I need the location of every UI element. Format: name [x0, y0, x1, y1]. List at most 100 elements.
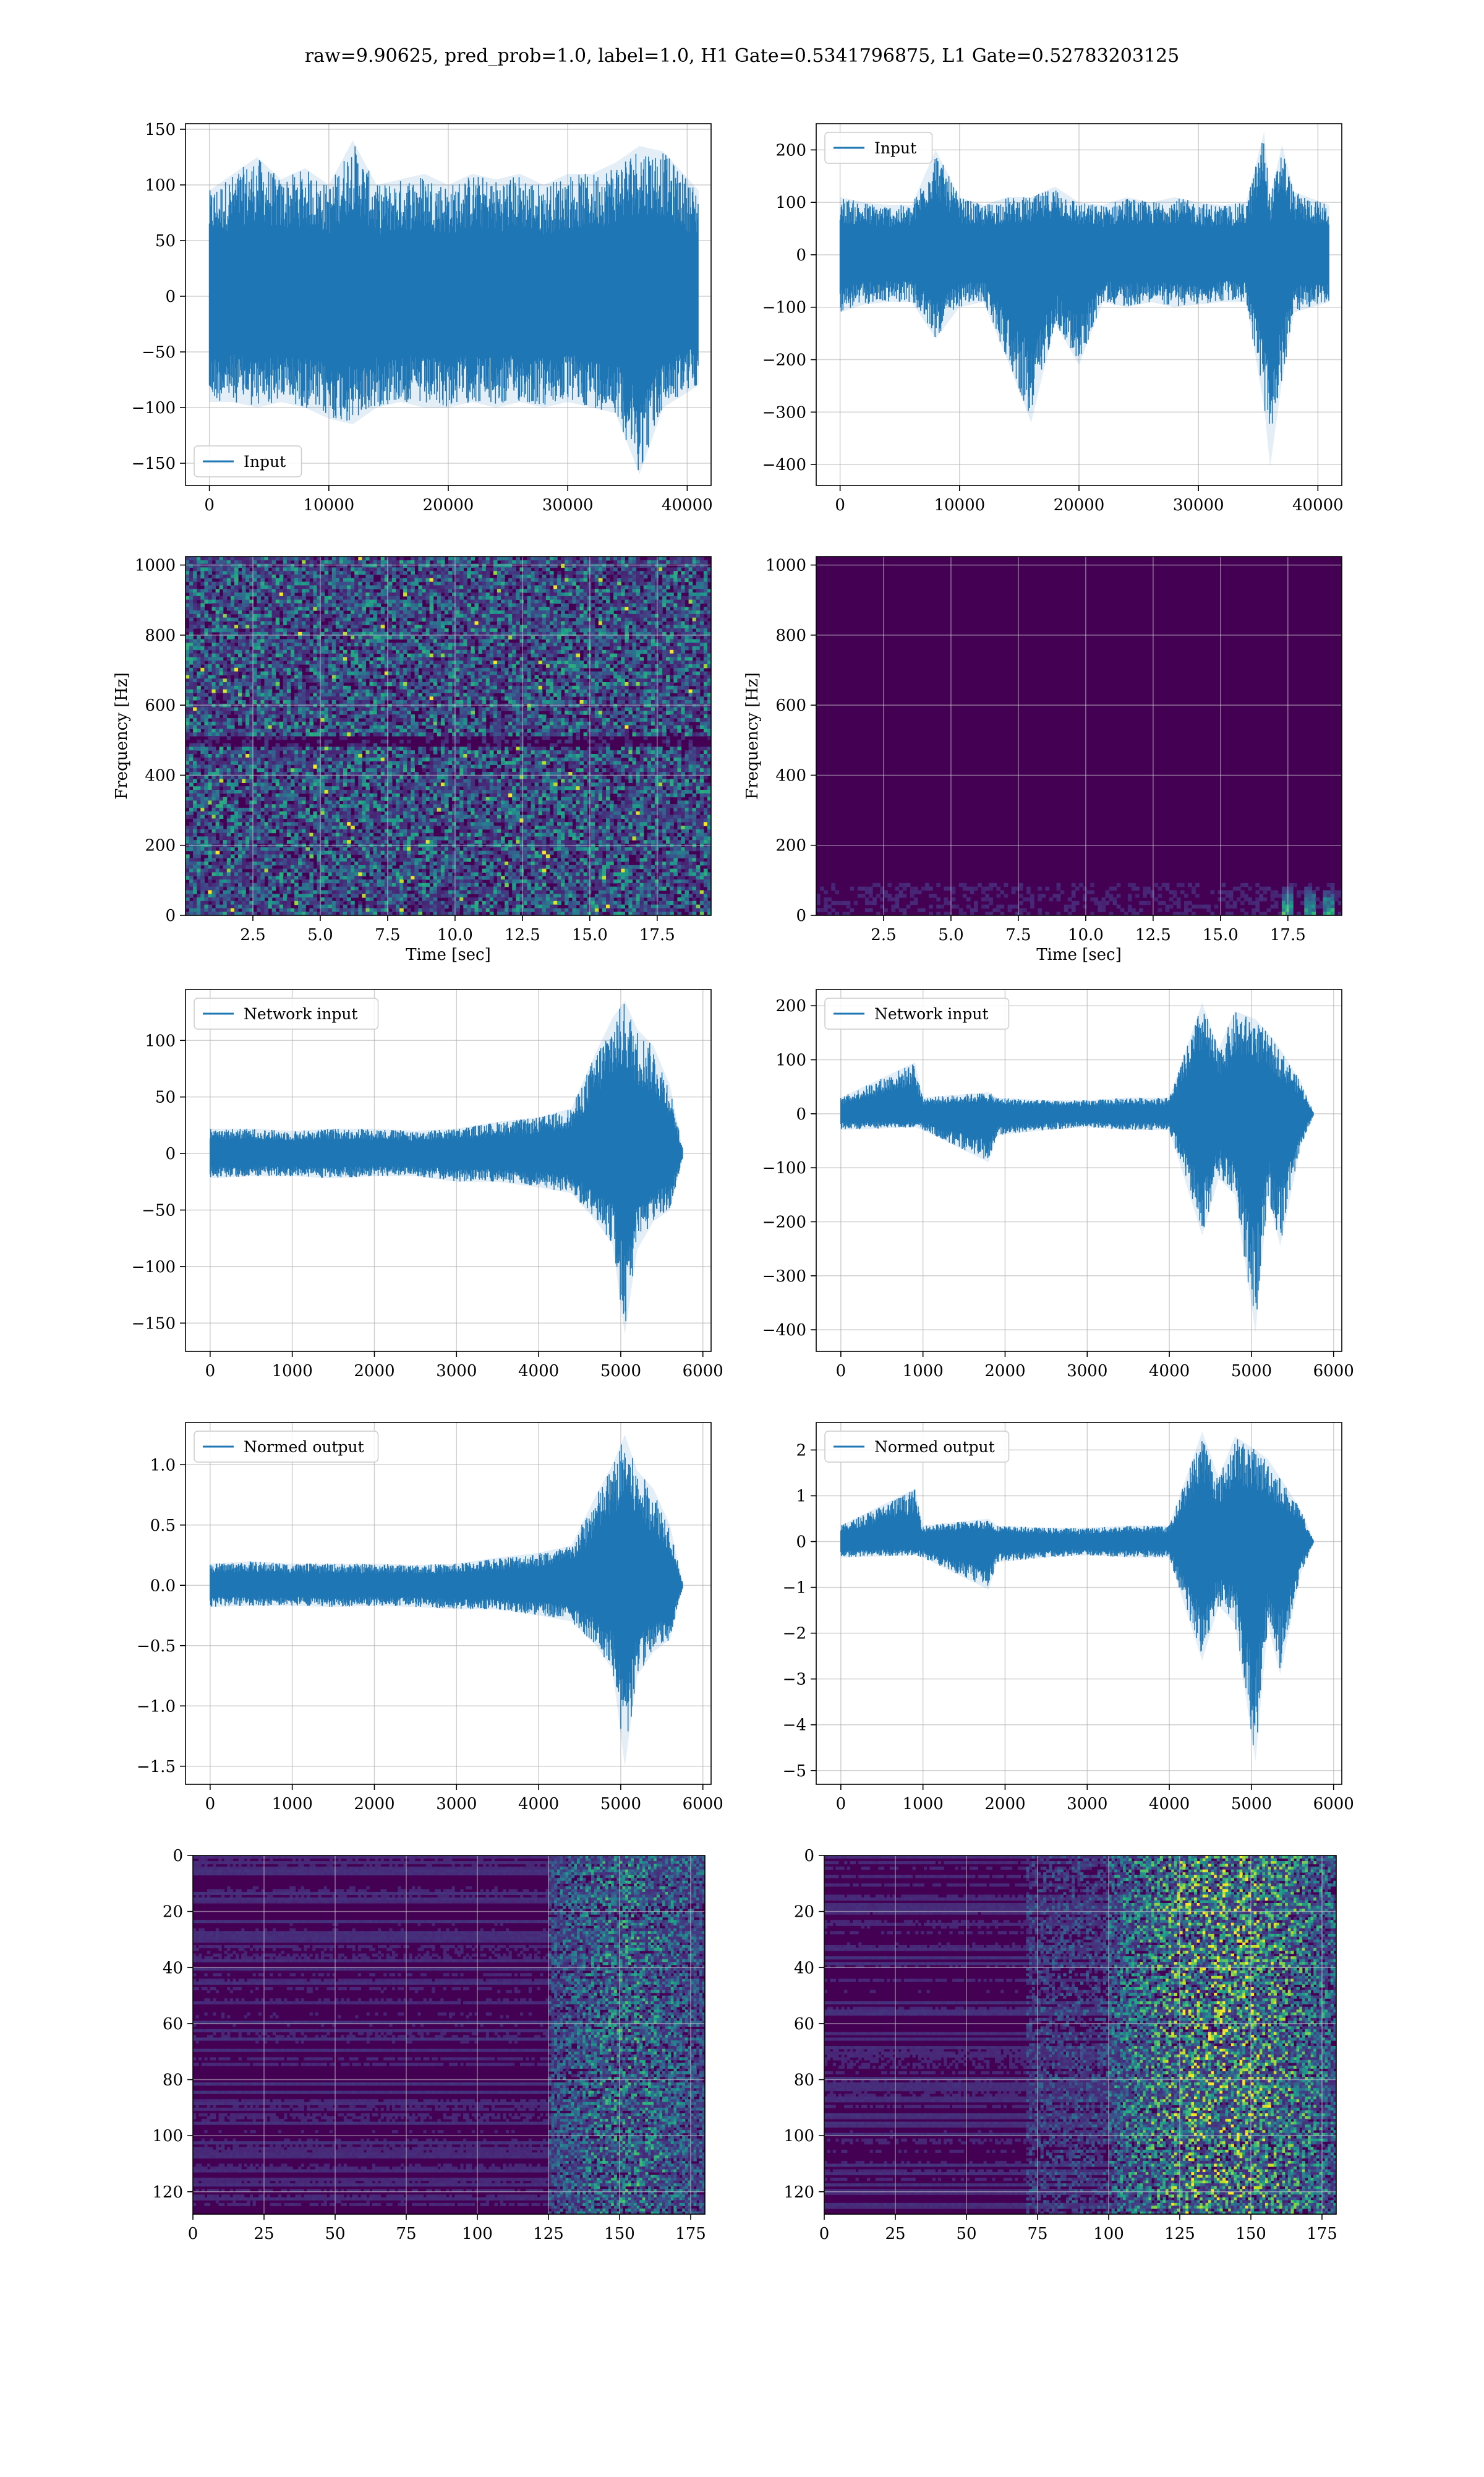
y-tick-label: 100: [145, 176, 176, 195]
h1-spectrogram-image: [186, 557, 712, 916]
y-tick-label: 0: [173, 1847, 183, 1865]
y-tick-label: 0: [165, 288, 176, 306]
x-tick-label: 1000: [903, 1795, 944, 1813]
y-tick-label: 2: [796, 1441, 806, 1460]
y-tick-label: 100: [783, 2127, 814, 2145]
y-tick-label: 40: [163, 1959, 183, 1977]
h1-network-input-legend: Network input: [194, 998, 378, 1029]
x-tick-label: 50: [956, 2225, 976, 2243]
x-tick-label: 125: [533, 2225, 564, 2243]
y-tick-label: −300: [762, 1267, 806, 1286]
l1-input-legend: Input: [825, 132, 932, 163]
l1-feature-map-image: [824, 1855, 1337, 2215]
y-tick-label: 100: [145, 1032, 176, 1050]
x-tick-label: 3000: [436, 1362, 477, 1380]
h1-spectrogram-xlabel: Time [sec]: [406, 946, 491, 964]
y-tick-label: −100: [762, 299, 806, 317]
y-tick-label: −400: [762, 456, 806, 474]
x-tick-label: 25: [885, 2225, 905, 2243]
l1-normed-output-legend: Normed output: [825, 1431, 1009, 1462]
y-tick-label: −150: [132, 1314, 176, 1333]
x-tick-label: 0: [205, 1362, 216, 1380]
x-tick-label: 17.5: [1270, 926, 1306, 944]
l1-network-input-legend: Network input: [825, 998, 1009, 1029]
y-tick-label: −1: [783, 1579, 806, 1598]
y-tick-label: 100: [152, 2127, 183, 2145]
x-tick-label: 2000: [984, 1362, 1025, 1380]
y-tick-label: 200: [775, 997, 806, 1016]
x-tick-label: 1000: [903, 1362, 944, 1380]
y-tick-label: 60: [794, 2015, 814, 2034]
y-tick-label: −400: [762, 1321, 806, 1340]
y-tick-label: 200: [145, 837, 176, 855]
y-tick-label: −0.5: [137, 1637, 176, 1656]
y-tick-label: −1.0: [137, 1697, 176, 1716]
y-tick-label: −300: [762, 403, 806, 422]
x-tick-label: 75: [396, 2225, 416, 2243]
x-tick-label: 3000: [436, 1795, 477, 1813]
y-tick-label: 0: [796, 1533, 806, 1552]
x-tick-label: 100: [1093, 2225, 1124, 2243]
x-tick-label: 17.5: [639, 926, 675, 944]
x-tick-label: 5000: [600, 1795, 641, 1813]
y-tick-label: 1: [796, 1487, 806, 1505]
x-tick-label: 12.5: [1135, 926, 1171, 944]
x-tick-label: 25: [254, 2225, 274, 2243]
x-tick-label: 2000: [354, 1362, 394, 1380]
x-tick-label: 0: [836, 1362, 846, 1380]
x-tick-label: 0: [205, 1795, 216, 1813]
x-tick-label: 6000: [1313, 1362, 1354, 1380]
y-tick-label: −100: [132, 399, 176, 417]
x-tick-label: 5000: [600, 1362, 641, 1380]
x-tick-label: 15.0: [572, 926, 608, 944]
y-tick-label: 0: [165, 1145, 176, 1163]
x-tick-label: 10000: [934, 496, 985, 515]
y-tick-label: 0: [796, 1105, 806, 1124]
x-tick-label: 2000: [984, 1795, 1025, 1813]
x-tick-label: 150: [604, 2225, 635, 2243]
x-tick-label: 7.5: [1005, 926, 1031, 944]
y-tick-label: −5: [783, 1762, 806, 1781]
x-tick-label: 5.0: [307, 926, 333, 944]
x-tick-label: 2000: [354, 1795, 394, 1813]
h1-input-legend: Input: [194, 446, 302, 477]
x-tick-label: 12.5: [505, 926, 540, 944]
legend-label: Input: [874, 139, 916, 157]
legend-label: Network input: [244, 1005, 357, 1023]
y-tick-label: 20: [794, 1903, 814, 1922]
y-tick-label: 600: [145, 696, 176, 715]
y-tick-label: −3: [783, 1671, 806, 1689]
x-tick-label: 7.5: [375, 926, 400, 944]
y-tick-label: 80: [794, 2071, 814, 2090]
y-tick-label: 1000: [765, 557, 806, 575]
y-tick-label: 0: [165, 907, 176, 925]
x-tick-label: 6000: [683, 1795, 723, 1813]
x-tick-label: 4000: [518, 1795, 559, 1813]
x-tick-label: 30000: [542, 496, 594, 515]
l1-spectrogram-ylabel: Frequency [Hz]: [743, 672, 762, 800]
y-tick-label: 800: [775, 627, 806, 645]
y-tick-label: 0: [804, 1847, 814, 1865]
x-tick-label: 0: [836, 1795, 846, 1813]
x-tick-label: 125: [1164, 2225, 1195, 2243]
x-tick-label: 3000: [1067, 1362, 1107, 1380]
y-tick-label: −1.5: [137, 1758, 176, 1776]
y-tick-label: 600: [775, 696, 806, 715]
y-tick-label: −50: [142, 343, 176, 362]
x-tick-label: 4000: [1149, 1795, 1190, 1813]
x-tick-label: 2.5: [240, 926, 265, 944]
y-tick-label: 0: [796, 246, 806, 265]
x-tick-label: 175: [675, 2225, 706, 2243]
legend-label: Normed output: [244, 1438, 364, 1456]
h1-normed-output-legend: Normed output: [194, 1431, 378, 1462]
legend-label: Normed output: [874, 1438, 995, 1456]
y-tick-label: 800: [145, 627, 176, 645]
x-tick-label: 100: [462, 2225, 493, 2243]
x-tick-label: 175: [1307, 2225, 1337, 2243]
legend-label: Input: [244, 453, 286, 471]
